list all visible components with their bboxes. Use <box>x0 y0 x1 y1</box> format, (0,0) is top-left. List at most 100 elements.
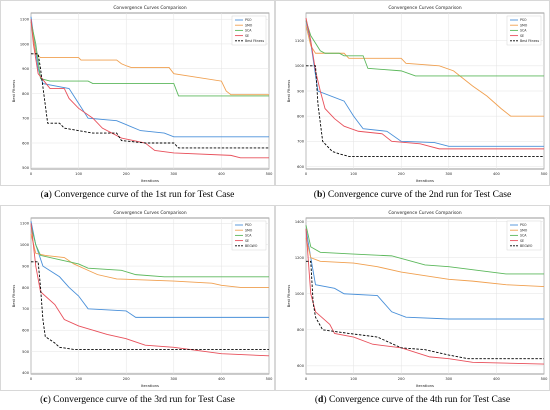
series-line-sca <box>30 225 269 278</box>
caption-label: d <box>318 394 324 405</box>
chart-panel-c: 0 100 200 300 400 500 400 500 600 700 800 900 1000 11… <box>0 205 275 391</box>
series-line-begwo <box>306 260 544 360</box>
y-tick-label: 500 <box>22 166 30 170</box>
x-tick-label: 200 <box>123 377 131 381</box>
y-tick-label: 900 <box>22 67 30 71</box>
caption-d: (d) Convergence curve of the 4th run for… <box>314 394 511 405</box>
x-tick-label: 200 <box>123 172 131 176</box>
legend-label: SCA <box>520 29 527 33</box>
chart-a: 0 100 200 300 400 500 500 600 700 800 900 1000 1100 C… <box>11 5 274 183</box>
x-tick-label: 0 <box>30 172 33 176</box>
x-tick-label: 500 <box>541 172 549 176</box>
legend-label: SCA <box>245 29 252 33</box>
y-tick-label: 800 <box>22 286 30 290</box>
chart-title: Convergence Curves Comparison <box>113 5 186 11</box>
y-tick-label: 800 <box>22 92 30 96</box>
y-tick-label: 1400 <box>295 220 305 224</box>
chart-panel-b: 0 100 200 300 400 500 600 700 800 900 1000 1100 Conv… <box>275 0 550 186</box>
y-tick-label: 1000 <box>295 292 305 296</box>
series-line-se <box>305 17 544 150</box>
y-tick-label: 1000 <box>295 64 305 68</box>
x-tick-label: 200 <box>398 377 406 381</box>
legend-label: SE <box>520 34 524 38</box>
x-tick-label: 300 <box>170 377 178 381</box>
x-axis-label: Iterations <box>416 383 434 388</box>
x-tick-label: 400 <box>493 377 501 381</box>
x-tick-label: 500 <box>266 377 274 381</box>
x-tick-label: 500 <box>266 172 274 176</box>
x-tick-label: 0 <box>30 377 33 381</box>
chart-d: 0 100 200 300 400 500 600 800 1000 1200 1400 Conver… <box>286 210 549 388</box>
y-tick-label: 1000 <box>20 243 30 247</box>
caption-label: b <box>316 189 323 200</box>
legend-label: SMO <box>520 23 528 27</box>
series-line-smo <box>305 25 544 117</box>
legend-label: SCA <box>245 234 252 238</box>
x-tick-label: 400 <box>218 377 226 381</box>
series-line-se <box>305 228 545 365</box>
x-tick-label: 200 <box>398 172 406 176</box>
y-tick-label: 700 <box>22 307 30 311</box>
caption-label: a <box>43 189 49 200</box>
x-tick-label: 300 <box>445 172 453 176</box>
series-line-smo <box>30 233 269 288</box>
legend-label: SMO <box>520 228 528 232</box>
caption-label: c <box>43 394 48 405</box>
y-tick-label: 700 <box>297 140 305 144</box>
x-tick-label: 300 <box>170 172 178 176</box>
series-line-begwo <box>31 261 269 350</box>
series-line-sca <box>305 20 544 77</box>
legend-label: SE <box>520 239 524 243</box>
y-tick-label: 1000 <box>20 42 30 46</box>
y-tick-label: 1100 <box>20 17 30 21</box>
y-tick-label: 900 <box>297 89 305 93</box>
legend-label: PSO <box>520 18 527 22</box>
legend-label: SMO <box>245 23 253 27</box>
y-tick-label: 900 <box>22 264 30 268</box>
y-tick-label: 1100 <box>20 222 30 226</box>
x-tick-label: 400 <box>493 172 501 176</box>
y-tick-label: 600 <box>22 141 30 145</box>
series-line-pso <box>305 20 544 147</box>
y-tick-label: 600 <box>297 364 305 368</box>
chart-title: Convergence Curves Comparison <box>388 210 461 216</box>
series-line-pso <box>305 228 544 320</box>
legend-label: Best Fitness <box>520 39 539 43</box>
legend-label: SCA <box>520 234 527 238</box>
x-tick-label: 0 <box>305 172 308 176</box>
x-tick-label: 400 <box>218 172 226 176</box>
y-axis-label: Best Fitness <box>11 285 16 308</box>
x-tick-label: 500 <box>541 377 549 381</box>
caption-c: (c) Convergence curve of the 3rd run for… <box>40 394 235 405</box>
legend-label: BEGWO <box>245 244 258 248</box>
chart-title: Convergence Curves Comparison <box>113 210 186 216</box>
plot-area <box>30 217 270 375</box>
y-tick-label: 700 <box>22 117 30 121</box>
legend-label: SMO <box>245 228 253 232</box>
x-tick-label: 100 <box>350 377 358 381</box>
y-axis-label: Best Fitness <box>11 80 16 103</box>
legend-label: SE <box>245 239 249 243</box>
y-axis-label: Best Fitness <box>286 80 291 103</box>
x-tick-label: 100 <box>75 172 83 176</box>
x-axis-label: Iterations <box>416 178 434 183</box>
y-tick-label: 1200 <box>295 256 305 260</box>
y-tick-label: 500 <box>22 350 30 354</box>
legend-label: BEGWO <box>520 244 533 248</box>
x-axis-label: Iterations <box>141 178 159 183</box>
chart-b: 0 100 200 300 400 500 600 700 800 900 1000 1100 Conv… <box>286 5 549 183</box>
legend-label: PSO <box>520 223 527 227</box>
caption-text: Convergence curve of the 1st run for Tes… <box>54 189 235 200</box>
x-tick-label: 100 <box>75 377 83 381</box>
y-tick-label: 800 <box>297 328 305 332</box>
legend-label: PSO <box>245 18 252 22</box>
x-axis-label: Iterations <box>141 383 159 388</box>
chart-c: 0 100 200 300 400 500 400 500 600 700 800 900 1000 11… <box>11 210 274 388</box>
chart-panel-d: 0 100 200 300 400 500 600 800 1000 1200 1400 Conver… <box>275 205 550 391</box>
x-tick-label: 300 <box>445 377 453 381</box>
chart-title: Convergence Curves Comparison <box>388 5 461 11</box>
